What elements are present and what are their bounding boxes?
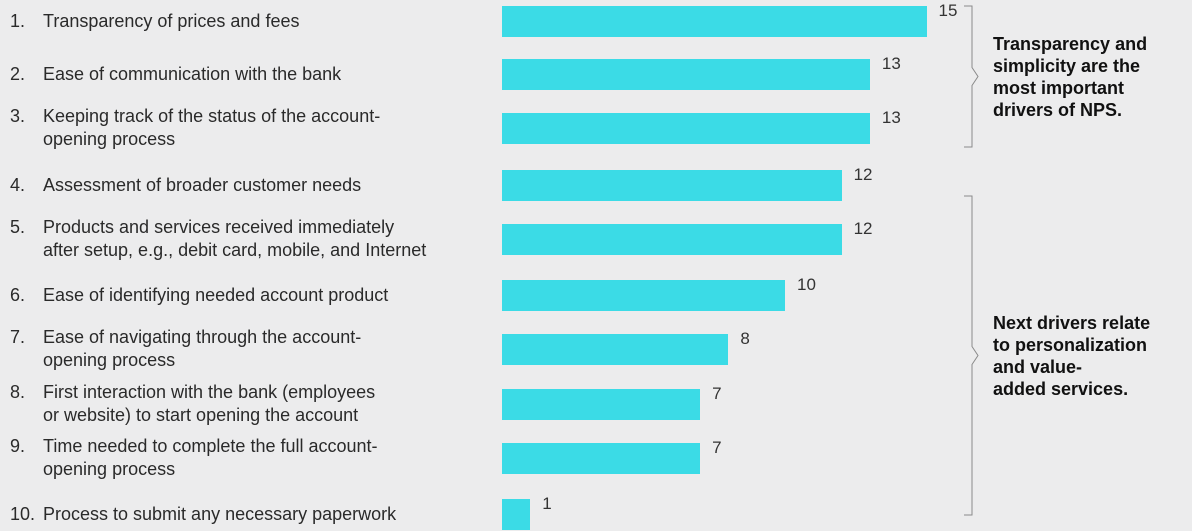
- category-label: 9. Time needed to complete the full accou…: [10, 435, 500, 481]
- bar-value-label: 13: [881, 54, 901, 73]
- category-text: Ease of navigating through the account- …: [43, 327, 362, 370]
- category-number: 4.: [10, 174, 26, 195]
- category-number: 1.: [10, 10, 26, 31]
- bar: [502, 333, 729, 365]
- category-number: 5.: [10, 217, 26, 237]
- bar-value-label: 13: [881, 108, 901, 127]
- annotation-text: Transparency and simplicity are the most…: [993, 33, 1148, 120]
- bar: [502, 223, 842, 255]
- category-label: 10. Process to submit any necessary paper…: [10, 503, 500, 526]
- category-number: 7.: [10, 327, 26, 347]
- category-label: 8. First interaction with the bank (emplo…: [10, 381, 500, 427]
- bar-value-label: 7: [712, 438, 722, 457]
- category-label: 1. Transparency of prices and fees: [10, 10, 500, 33]
- bar-value-label: 12: [853, 165, 873, 184]
- category-text: Ease of identifying needed account produ…: [43, 284, 389, 305]
- bar-value-label: 1: [542, 494, 552, 513]
- category-text: First interaction with the bank (employe…: [43, 382, 376, 425]
- bar-value-label: 15: [938, 1, 958, 20]
- category-label: 7. Ease of navigating through the account…: [10, 326, 500, 372]
- category-number: 3.: [10, 106, 26, 126]
- category-text: Transparency of prices and fees: [43, 10, 300, 31]
- category-label: 4. Assessment of broader customer needs: [10, 174, 500, 197]
- bar: [502, 58, 870, 90]
- category-number: 10.: [10, 503, 36, 524]
- bar-value-label: 7: [712, 384, 722, 403]
- group-bracket: [964, 5, 979, 148]
- bar-value-label: 10: [797, 275, 816, 294]
- bar: [502, 279, 785, 311]
- bar: [502, 112, 870, 144]
- bar: [502, 498, 531, 530]
- category-number: 9.: [10, 436, 26, 456]
- category-number: 6.: [10, 284, 26, 305]
- category-label: 6. Ease of identifying needed account pro…: [10, 284, 500, 307]
- bar-value-label: 12: [853, 219, 873, 238]
- category-label: 2. Ease of communication with the bank: [10, 63, 500, 86]
- bar: [502, 442, 701, 474]
- category-text: Process to submit any necessary paperwor…: [43, 503, 397, 524]
- bar: [502, 169, 842, 201]
- bar: [502, 388, 701, 420]
- category-text: Time needed to complete the full account…: [43, 436, 378, 479]
- bar: [502, 5, 927, 37]
- annotation-text: Next drivers relate to personalization a…: [993, 312, 1151, 399]
- category-label: 3. Keeping track of the status of the acc…: [10, 105, 500, 151]
- category-label: 5. Products and services received immedia…: [10, 216, 500, 262]
- group-bracket: [964, 195, 979, 516]
- category-text: Assessment of broader customer needs: [43, 174, 362, 195]
- category-text: Ease of communication with the bank: [43, 63, 342, 84]
- category-text: Keeping track of the status of the accou…: [43, 106, 381, 149]
- category-number: 8.: [10, 382, 26, 402]
- category-number: 2.: [10, 63, 26, 84]
- category-text: Products and services received immediate…: [43, 217, 427, 260]
- bar-value-label: 8: [740, 329, 750, 348]
